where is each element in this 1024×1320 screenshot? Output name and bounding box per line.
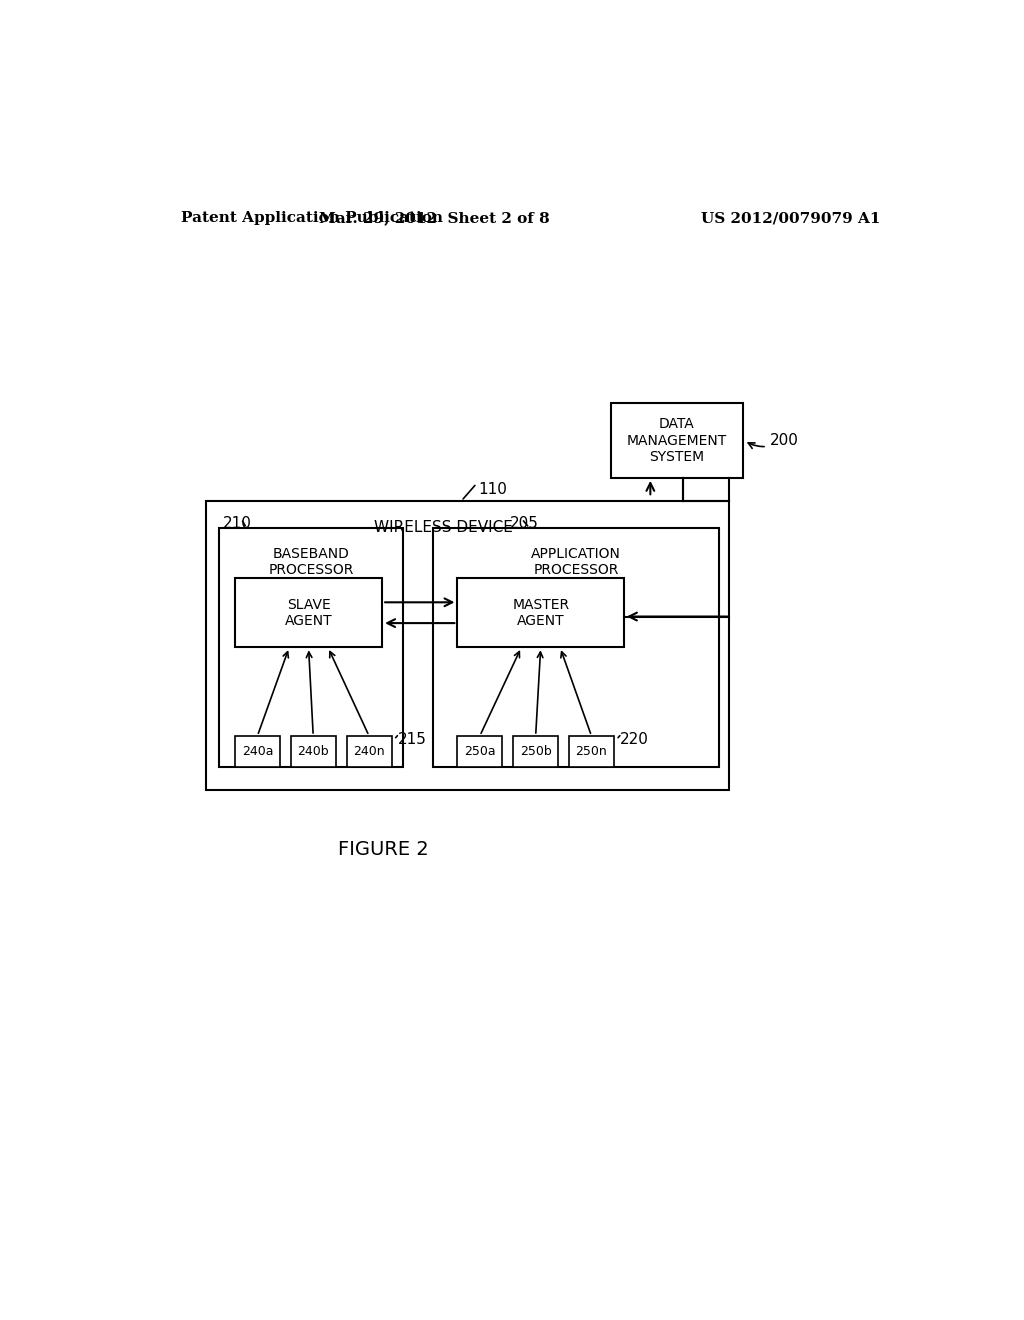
- Text: Mar. 29, 2012  Sheet 2 of 8: Mar. 29, 2012 Sheet 2 of 8: [318, 211, 550, 226]
- Text: 210: 210: [223, 516, 252, 532]
- Bar: [219, 528, 403, 767]
- Bar: [206, 502, 729, 789]
- Bar: [513, 737, 558, 767]
- Text: FIGURE 2: FIGURE 2: [338, 840, 429, 859]
- Text: SLAVE
AGENT: SLAVE AGENT: [285, 598, 333, 628]
- Text: 240b: 240b: [297, 744, 329, 758]
- Text: 205: 205: [510, 516, 539, 532]
- Text: 250n: 250n: [575, 744, 607, 758]
- Text: 240n: 240n: [353, 744, 385, 758]
- Text: US 2012/0079079 A1: US 2012/0079079 A1: [700, 211, 881, 226]
- Text: 110: 110: [478, 482, 507, 496]
- Bar: [432, 528, 719, 767]
- Text: WIRELESS DEVICE: WIRELESS DEVICE: [375, 520, 513, 536]
- Bar: [458, 578, 624, 647]
- Text: 220: 220: [621, 733, 649, 747]
- Text: MASTER
AGENT: MASTER AGENT: [512, 598, 569, 628]
- Text: 200: 200: [749, 433, 799, 449]
- Text: Patent Application Publication: Patent Application Publication: [180, 211, 442, 226]
- Text: APPLICATION
PROCESSOR: APPLICATION PROCESSOR: [531, 548, 621, 577]
- Text: 250b: 250b: [520, 744, 552, 758]
- Text: 250a: 250a: [464, 744, 496, 758]
- Text: BASEBAND
PROCESSOR: BASEBAND PROCESSOR: [268, 548, 354, 577]
- Bar: [569, 737, 614, 767]
- Bar: [458, 737, 503, 767]
- Text: DATA
MANAGEMENT
SYSTEM: DATA MANAGEMENT SYSTEM: [627, 417, 727, 463]
- Text: 240a: 240a: [242, 744, 273, 758]
- Bar: [611, 404, 742, 478]
- Bar: [346, 737, 391, 767]
- Bar: [234, 737, 280, 767]
- Text: 215: 215: [397, 733, 427, 747]
- Bar: [291, 737, 336, 767]
- Bar: [234, 578, 382, 647]
